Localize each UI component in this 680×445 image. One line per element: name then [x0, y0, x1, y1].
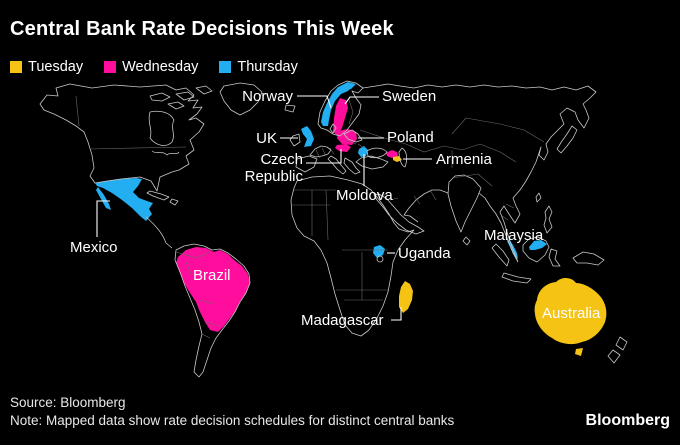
country-czech-republic	[335, 144, 351, 152]
coast-iberia	[295, 155, 318, 173]
country-brazil	[176, 247, 250, 332]
tuesday-swatch	[10, 61, 22, 73]
leader-sweden	[344, 96, 379, 105]
coast-western-europe	[309, 145, 332, 158]
legend-item-tuesday: Tuesday	[10, 59, 83, 75]
borders-south-america	[175, 251, 219, 339]
borders-middle-east	[379, 189, 437, 205]
source-text: Source: Bloomberg	[10, 395, 126, 410]
coast-turkey	[355, 155, 389, 170]
lake-victoria	[376, 255, 384, 263]
label-mexico: Mexico	[70, 239, 118, 256]
country-mexico	[95, 178, 153, 221]
country-madagascar	[399, 281, 413, 313]
thursday-swatch	[219, 61, 232, 73]
country-uk	[301, 126, 314, 147]
coast-balkans	[343, 157, 361, 175]
coast-scandinavia	[317, 80, 364, 137]
borders-africa	[291, 189, 388, 301]
label-uganda: Uganda	[398, 245, 451, 262]
country-moldova	[358, 146, 368, 157]
coast-denmark	[329, 123, 337, 134]
border-us-canada	[89, 146, 187, 150]
legend: Tuesday Wednesday Thursday	[10, 59, 298, 75]
country-malaysia	[507, 239, 547, 259]
coast-arabia	[373, 193, 425, 235]
legend-label: Thursday	[237, 59, 298, 75]
coast-north-america	[39, 83, 205, 192]
coast-italy	[327, 155, 347, 175]
border-alaska	[75, 95, 80, 127]
highlight-caucasus	[386, 150, 398, 158]
coast-cuba-caribbean	[146, 190, 179, 206]
coast-asia-north	[362, 83, 597, 263]
label-brazil: Brazil	[193, 267, 231, 284]
bloomberg-logo: Bloomberg	[585, 412, 670, 429]
coast-burma	[478, 192, 519, 263]
coast-south-america	[174, 243, 251, 378]
label-armenia: Armenia	[436, 151, 492, 168]
country-norway	[321, 82, 356, 126]
wednesday-swatch	[104, 61, 117, 73]
coast-java	[501, 272, 532, 284]
coast-sumatra	[491, 243, 510, 267]
coast-borneo	[522, 236, 550, 263]
coast-baltic	[343, 129, 363, 143]
label-poland: Poland	[387, 129, 434, 146]
coast-japan	[556, 125, 578, 154]
borders-europe	[315, 99, 365, 159]
label-czech-republic: Czech Republic	[244, 151, 303, 185]
footer: Source: Bloomberg Note: Mapped data show…	[10, 394, 454, 430]
coast-india	[447, 174, 482, 246]
coastlines	[39, 80, 628, 378]
coast-africa	[290, 175, 415, 337]
country-australia	[534, 277, 607, 356]
label-uk: UK	[256, 130, 277, 147]
coast-ireland	[289, 133, 301, 147]
legend-label: Wednesday	[122, 59, 199, 75]
coast-new-zealand	[607, 336, 628, 364]
coast-caspian-sea	[398, 147, 408, 168]
coast-arctic-islands	[149, 85, 213, 110]
legend-label: Tuesday	[28, 59, 84, 75]
label-madagascar: Madagascar	[301, 312, 384, 329]
highlighted-countries	[95, 82, 607, 356]
great-lakes	[151, 150, 180, 156]
leader-czech-republic	[306, 149, 342, 164]
coast-greenland	[219, 82, 263, 116]
coast-hudson-bay	[148, 110, 175, 146]
label-malaysia: Malaysia	[484, 227, 544, 244]
label-leader-lines	[96, 95, 432, 321]
leader-norway	[297, 95, 332, 109]
leader-mexico	[96, 200, 110, 237]
label-norway: Norway	[242, 88, 293, 105]
country-uganda	[373, 245, 385, 258]
legend-item-wednesday: Wednesday	[104, 59, 198, 75]
legend-item-thursday: Thursday	[219, 59, 298, 75]
page-title: Central Bank Rate Decisions This Week	[10, 18, 394, 40]
country-sweden	[333, 98, 348, 136]
coast-sulawesi	[548, 248, 561, 267]
coast-central-america	[145, 216, 173, 249]
coast-iceland	[284, 104, 296, 113]
leader-madagascar	[391, 307, 402, 321]
coast-philippines	[543, 205, 553, 234]
label-moldova: Moldova	[336, 187, 393, 204]
country-poland	[337, 129, 357, 145]
label-sweden: Sweden	[382, 88, 437, 105]
coast-taiwan	[535, 192, 542, 203]
coast-new-guinea	[572, 251, 605, 266]
label-australia: Australia	[542, 305, 601, 322]
coast-iran-south	[403, 189, 449, 223]
note-text: Note: Mapped data show rate decision sch…	[10, 413, 455, 428]
coast-black-sea	[366, 147, 388, 159]
